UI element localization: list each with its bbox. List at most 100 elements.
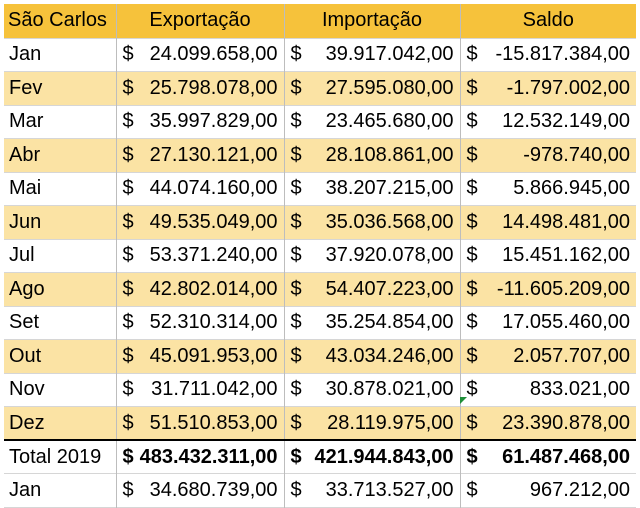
month-cell[interactable]: Dez (4, 406, 116, 440)
month-cell[interactable]: Abr (4, 138, 116, 172)
amount: -15.817.384,00 (495, 43, 630, 66)
header-exportacao[interactable]: Exportação (115, 4, 284, 38)
importacao-cell[interactable]: $28.119.975,00 (283, 406, 460, 440)
header-row: São Carlos Exportação Importação Saldo (4, 4, 636, 38)
saldo-cell[interactable]: $17.055.460,00 (459, 306, 636, 340)
comment-indicator-icon[interactable] (460, 397, 467, 404)
importacao-cell[interactable]: $23.465.680,00 (283, 105, 460, 139)
saldo-cell[interactable]: $2.057.707,00 (459, 339, 636, 373)
exportacao-cell[interactable]: $25.798.078,00 (115, 71, 284, 105)
month-cell[interactable]: Nov (4, 373, 116, 407)
amount: 421.944.843,00 (314, 445, 454, 468)
saldo-cell[interactable]: $ -11.605.209,00 (459, 272, 636, 306)
exportacao-cell[interactable]: $51.510.853,00 (115, 406, 284, 440)
importacao-cell[interactable]: $38.207.215,00 (283, 172, 460, 206)
amount: 38.207.215,00 (325, 177, 454, 200)
currency-symbol: $ (122, 478, 134, 501)
currency-symbol: $ (290, 244, 302, 267)
month-cell[interactable]: Out (4, 339, 116, 373)
month-cell[interactable]: Jan (4, 38, 116, 72)
table-row: Nov $31.711.042,00 $30.878.021,00 $833.021,… (4, 373, 636, 407)
month-cell[interactable]: Total 2019 (4, 440, 116, 474)
amount: 44.074.160,00 (149, 177, 278, 200)
exportacao-cell[interactable]: $34.680.739,00 (115, 473, 284, 507)
exportacao-cell[interactable]: $27.130.121,00 (115, 138, 284, 172)
saldo-cell[interactable]: $ -978.740,00 (459, 138, 636, 172)
table-row: Mai $44.074.160,00 $38.207.215,00 $5.866.94… (4, 172, 636, 206)
currency-symbol: $ (466, 277, 478, 300)
header-importacao[interactable]: Importação (283, 4, 460, 38)
month-cell[interactable]: Mar (4, 105, 116, 139)
importacao-cell[interactable]: $54.407.223,00 (283, 272, 460, 306)
header-saldo[interactable]: Saldo (459, 4, 636, 38)
importacao-cell[interactable]: $28.108.861,00 (283, 138, 460, 172)
exportacao-cell[interactable]: $53.371.240,00 (115, 239, 284, 273)
table-row: Out $45.091.953,00 $43.034.246,00 $2.057.70… (4, 339, 636, 373)
importacao-cell[interactable]: $39.917.042,00 (283, 38, 460, 72)
importacao-cell[interactable]: $27.595.080,00 (283, 71, 460, 105)
month-cell[interactable]: Ago (4, 272, 116, 306)
saldo-cell[interactable]: $833.021,00 (459, 373, 636, 407)
exportacao-cell[interactable]: $24.099.658,00 (115, 38, 284, 72)
amount: 30.878.021,00 (325, 378, 454, 401)
month-cell[interactable]: Fev (4, 71, 116, 105)
amount: 53.371.240,00 (149, 244, 278, 267)
importacao-cell[interactable]: $43.034.246,00 (283, 339, 460, 373)
exportacao-cell[interactable]: $45.091.953,00 (115, 339, 284, 373)
header-city[interactable]: São Carlos (4, 4, 116, 38)
table-row: Dez $51.510.853,00 $28.119.975,00 $23.390.8… (4, 406, 636, 440)
importacao-cell[interactable]: $421.944.843,00 (283, 440, 460, 474)
currency-symbol: $ (290, 344, 302, 367)
saldo-cell[interactable]: $967.212,00 (459, 473, 636, 507)
currency-symbol: $ (122, 76, 134, 99)
importacao-cell[interactable]: $37.920.078,00 (283, 239, 460, 273)
currency-symbol: $ (290, 43, 302, 66)
month-cell[interactable]: Jul (4, 239, 116, 273)
currency-symbol: $ (466, 478, 478, 501)
currency-symbol: $ (122, 210, 134, 233)
amount: 34.680.739,00 (149, 478, 278, 501)
month-cell[interactable]: Jan (4, 473, 116, 507)
amount: 833.021,00 (529, 378, 630, 401)
exportacao-cell[interactable]: $483.432.311,00 (115, 440, 284, 474)
exportacao-cell[interactable]: $49.535.049,00 (115, 205, 284, 239)
exportacao-cell[interactable]: $52.310.314,00 (115, 306, 284, 340)
currency-symbol: $ (122, 277, 134, 300)
importacao-cell[interactable]: $35.036.568,00 (283, 205, 460, 239)
exportacao-cell[interactable]: $44.074.160,00 (115, 172, 284, 206)
amount: 33.713.527,00 (325, 478, 454, 501)
total-row: Total 2019 $483.432.311,00 $421.944.843,00… (4, 440, 636, 474)
month-cell[interactable]: Set (4, 306, 116, 340)
saldo-cell[interactable]: $15.451.162,00 (459, 239, 636, 273)
amount: 49.535.049,00 (149, 210, 278, 233)
importacao-cell[interactable]: $30.878.021,00 (283, 373, 460, 407)
amount: 23.390.878,00 (502, 411, 630, 434)
saldo-cell[interactable]: $5.866.945,00 (459, 172, 636, 206)
currency-symbol: $ (466, 445, 478, 468)
saldo-cell[interactable]: $61.487.468,00 (459, 440, 636, 474)
saldo-cell[interactable]: $ -15.817.384,00 (459, 38, 636, 72)
currency-symbol: $ (466, 210, 478, 233)
saldo-cell[interactable]: $14.498.481,00 (459, 205, 636, 239)
currency-symbol: $ (466, 76, 478, 99)
exportacao-cell[interactable]: $31.711.042,00 (115, 373, 284, 407)
currency-symbol: $ (122, 378, 134, 401)
saldo-cell[interactable]: $ -1.797.002,00 (459, 71, 636, 105)
importacao-cell[interactable]: $33.713.527,00 (283, 473, 460, 507)
amount: 35.997.829,00 (149, 110, 278, 133)
currency-symbol: $ (466, 411, 478, 434)
amount: 28.119.975,00 (327, 411, 454, 434)
amount: 52.310.314,00 (149, 311, 278, 334)
month-cell[interactable]: Mai (4, 172, 116, 206)
saldo-cell[interactable]: $23.390.878,00 (459, 406, 636, 440)
saldo-cell[interactable]: $12.532.149,00 (459, 105, 636, 139)
currency-symbol: $ (122, 43, 134, 66)
amount: 35.254.854,00 (325, 311, 454, 334)
currency-symbol: $ (122, 244, 134, 267)
amount: -11.605.209,00 (496, 277, 630, 300)
month-cell[interactable]: Jun (4, 205, 116, 239)
exportacao-cell[interactable]: $42.802.014,00 (115, 272, 284, 306)
exportacao-cell[interactable]: $35.997.829,00 (115, 105, 284, 139)
table-row: Mar $35.997.829,00 $23.465.680,00 $12.532.1… (4, 105, 636, 139)
importacao-cell[interactable]: $35.254.854,00 (283, 306, 460, 340)
